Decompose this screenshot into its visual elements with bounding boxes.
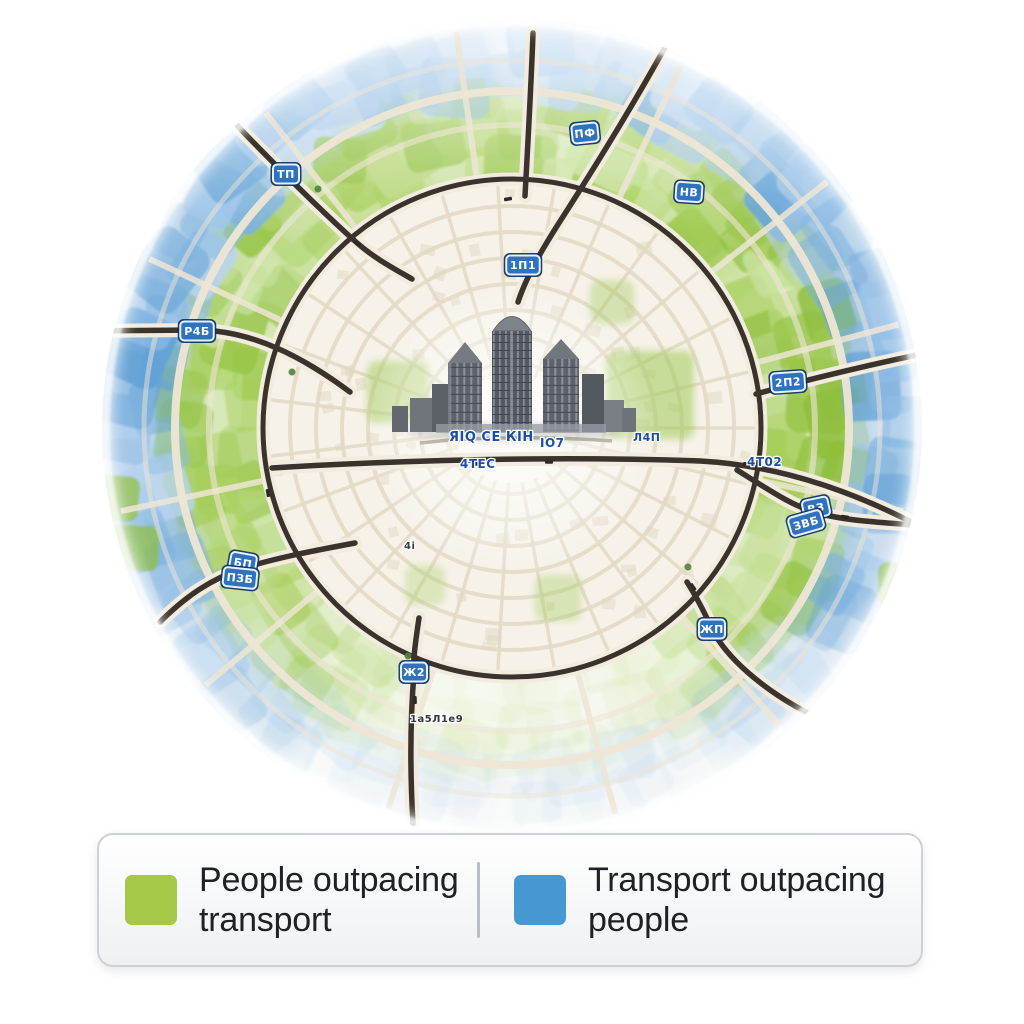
- svg-text:1П1: 1П1: [510, 259, 536, 272]
- street-label: 4Т02: [747, 455, 782, 469]
- route-shield: Ж2: [398, 660, 430, 684]
- legend-swatch-green: [125, 875, 177, 925]
- svg-text:Р4Б: Р4Б: [184, 325, 210, 338]
- legend-entry-people: People outpacing transport: [125, 860, 477, 940]
- street-label: 1а5Л1е9: [410, 714, 463, 725]
- building-block: [604, 400, 624, 432]
- building-block: [622, 408, 636, 432]
- street-label: IО7: [540, 436, 565, 450]
- svg-text:ТП: ТП: [277, 168, 295, 181]
- route-shield: Р4Б: [177, 319, 217, 343]
- svg-text:НВ: НВ: [679, 185, 698, 199]
- route-shield: 2П2: [768, 369, 808, 395]
- podium: [436, 424, 606, 433]
- downtown-skyline: [392, 316, 636, 441]
- route-shield: ЖП: [696, 617, 728, 641]
- building-block: [582, 374, 604, 432]
- route-shields: ТППФНВ1П1Р4Б2П2ВЗЗВББППЗБЖПЖ2: [177, 120, 833, 684]
- tower-left: [448, 342, 482, 432]
- tower-right: [543, 339, 579, 432]
- traffic-cars: [265, 196, 850, 705]
- svg-text:2П2: 2П2: [775, 375, 802, 390]
- svg-text:ЖП: ЖП: [700, 623, 724, 636]
- route-shield: ПФ: [568, 120, 602, 146]
- building-block: [410, 398, 434, 432]
- svg-text:ПФ: ПФ: [574, 126, 596, 141]
- street-label: 4i: [404, 541, 415, 552]
- trees: [288, 185, 692, 660]
- route-shield: ТП: [270, 162, 302, 186]
- route-shield: НВ: [673, 179, 705, 205]
- tower-center: [492, 316, 532, 432]
- building-block: [432, 384, 452, 432]
- legend-label-people: People outpacing transport: [199, 861, 459, 939]
- minor-roads: [120, 31, 904, 816]
- svg-text:Ж2: Ж2: [403, 666, 425, 679]
- route-shield: 1П1: [503, 253, 543, 277]
- legend-divider: [477, 862, 480, 938]
- route-shield: ЗВБ: [785, 507, 827, 539]
- street-label: 4ТЕС: [460, 457, 496, 471]
- legend: People outpacing transport Transport out…: [97, 833, 923, 967]
- street-label: ЯIQ CЕ КIН: [449, 430, 534, 445]
- svg-text:ПЗБ: ПЗБ: [226, 571, 254, 587]
- legend-label-transport: Transport outpacing people: [588, 861, 886, 939]
- building-block: [392, 406, 408, 432]
- legend-swatch-blue: [514, 875, 566, 925]
- route-shield: ПЗБ: [220, 564, 260, 592]
- legend-entry-transport: Transport outpacing people: [514, 860, 918, 940]
- street-label: Л4П: [633, 431, 661, 444]
- street-labels: ЯIQ CЕ КIН IО7 Л4П 4Т02 4ТЕС 4i 1а5Л1е9: [403, 429, 783, 727]
